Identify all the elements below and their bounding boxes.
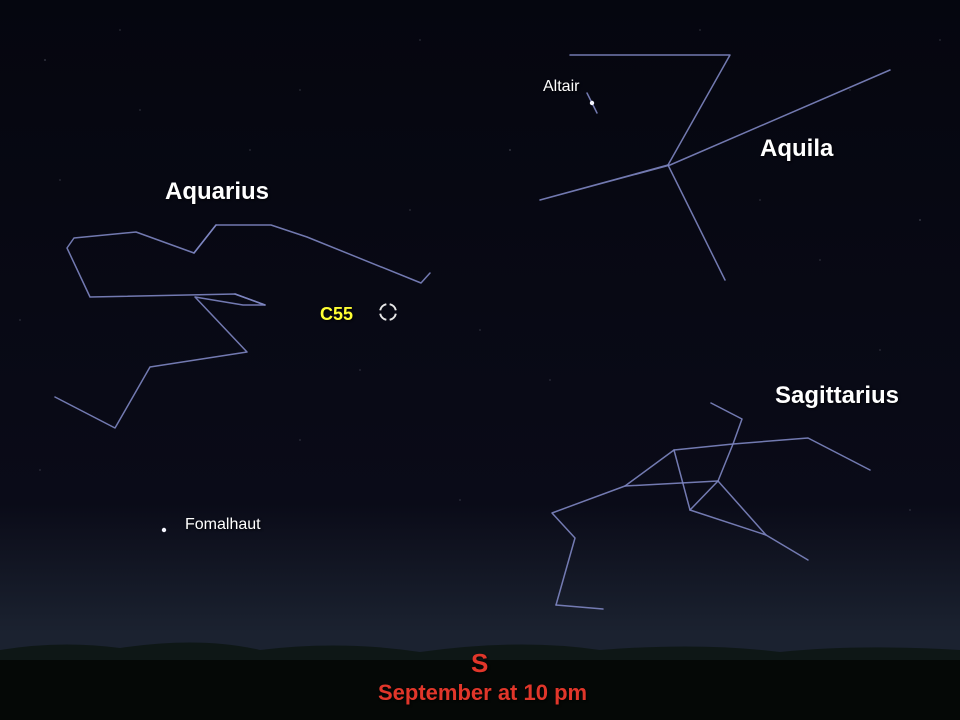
object-label-c55: C55 xyxy=(320,304,353,325)
constellation-label-aquarius: Aquarius xyxy=(165,178,269,206)
star-label-fomalhaut: Fomalhaut xyxy=(185,516,261,534)
date-label: September at 10 pm xyxy=(378,680,587,706)
direction-label-south: S xyxy=(471,648,488,679)
star-label-altair: Altair xyxy=(543,78,579,96)
sky-svg xyxy=(0,0,960,720)
sky-chart: Aquarius Aquila Sagittarius Altair Fomal… xyxy=(0,0,960,720)
constellation-label-sagittarius: Sagittarius xyxy=(775,382,899,410)
constellation-label-aquila: Aquila xyxy=(760,135,833,163)
